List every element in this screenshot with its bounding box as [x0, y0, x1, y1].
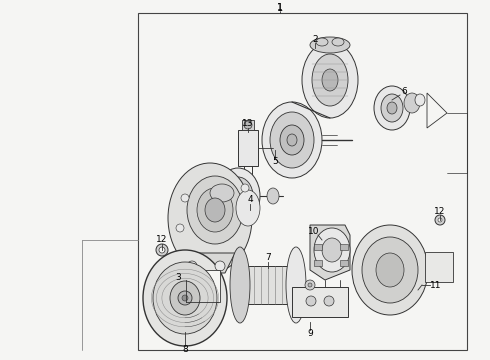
- Ellipse shape: [216, 168, 260, 224]
- Ellipse shape: [244, 121, 252, 129]
- Bar: [314, 244, 322, 250]
- Ellipse shape: [387, 102, 397, 114]
- Ellipse shape: [376, 253, 404, 287]
- Ellipse shape: [205, 198, 225, 222]
- Circle shape: [178, 291, 192, 305]
- Ellipse shape: [168, 163, 252, 273]
- Text: 7: 7: [265, 253, 271, 262]
- Bar: [340, 260, 348, 266]
- Text: 9: 9: [307, 329, 313, 338]
- Polygon shape: [427, 93, 447, 128]
- Text: 1: 1: [277, 3, 283, 13]
- Text: 5: 5: [272, 158, 278, 166]
- Text: 1: 1: [277, 4, 283, 13]
- Bar: [340, 244, 348, 250]
- Ellipse shape: [314, 228, 350, 272]
- Ellipse shape: [287, 134, 297, 146]
- Ellipse shape: [362, 237, 418, 303]
- Bar: [314, 260, 322, 266]
- Circle shape: [159, 247, 165, 253]
- Polygon shape: [310, 225, 350, 280]
- Bar: [292, 287, 348, 317]
- Bar: [240, 266, 296, 304]
- Text: 4: 4: [247, 195, 253, 204]
- Text: 13: 13: [242, 120, 254, 129]
- Ellipse shape: [153, 262, 217, 334]
- Ellipse shape: [280, 125, 304, 155]
- Circle shape: [438, 218, 442, 222]
- Ellipse shape: [267, 188, 279, 204]
- Ellipse shape: [230, 247, 250, 323]
- Text: 6: 6: [401, 87, 407, 96]
- Bar: [138, 13, 467, 350]
- Ellipse shape: [286, 247, 306, 323]
- Text: 12: 12: [434, 207, 446, 216]
- Circle shape: [308, 283, 312, 287]
- Text: 8: 8: [182, 346, 188, 355]
- Circle shape: [176, 224, 184, 232]
- Circle shape: [182, 295, 188, 301]
- Ellipse shape: [310, 37, 350, 53]
- Ellipse shape: [270, 112, 314, 168]
- Ellipse shape: [374, 86, 410, 130]
- Ellipse shape: [210, 184, 234, 202]
- Ellipse shape: [381, 94, 403, 122]
- Ellipse shape: [332, 38, 344, 46]
- Bar: [242, 120, 254, 130]
- Circle shape: [305, 280, 315, 290]
- Text: 2: 2: [312, 36, 318, 45]
- Ellipse shape: [415, 94, 425, 106]
- Circle shape: [435, 215, 445, 225]
- Circle shape: [181, 194, 189, 202]
- Ellipse shape: [322, 238, 342, 262]
- Circle shape: [241, 184, 249, 192]
- Ellipse shape: [404, 93, 420, 113]
- Ellipse shape: [322, 69, 338, 91]
- Bar: [175, 270, 220, 302]
- Ellipse shape: [352, 225, 428, 315]
- Circle shape: [215, 261, 225, 271]
- Bar: [238, 130, 258, 166]
- Polygon shape: [172, 253, 235, 273]
- Ellipse shape: [223, 177, 253, 215]
- Circle shape: [156, 244, 168, 256]
- Circle shape: [187, 261, 197, 271]
- Circle shape: [324, 296, 334, 306]
- Text: 12: 12: [156, 235, 168, 244]
- Ellipse shape: [187, 176, 243, 244]
- Circle shape: [306, 296, 316, 306]
- Ellipse shape: [312, 54, 348, 106]
- Ellipse shape: [170, 281, 200, 315]
- Ellipse shape: [302, 42, 358, 118]
- Ellipse shape: [230, 186, 246, 206]
- Text: 11: 11: [430, 280, 442, 289]
- Ellipse shape: [236, 190, 260, 226]
- Ellipse shape: [316, 38, 328, 46]
- Ellipse shape: [143, 250, 227, 346]
- Ellipse shape: [197, 188, 233, 232]
- Text: 10: 10: [308, 228, 320, 237]
- Bar: [425, 252, 453, 282]
- Text: 3: 3: [175, 273, 181, 282]
- Ellipse shape: [262, 102, 322, 178]
